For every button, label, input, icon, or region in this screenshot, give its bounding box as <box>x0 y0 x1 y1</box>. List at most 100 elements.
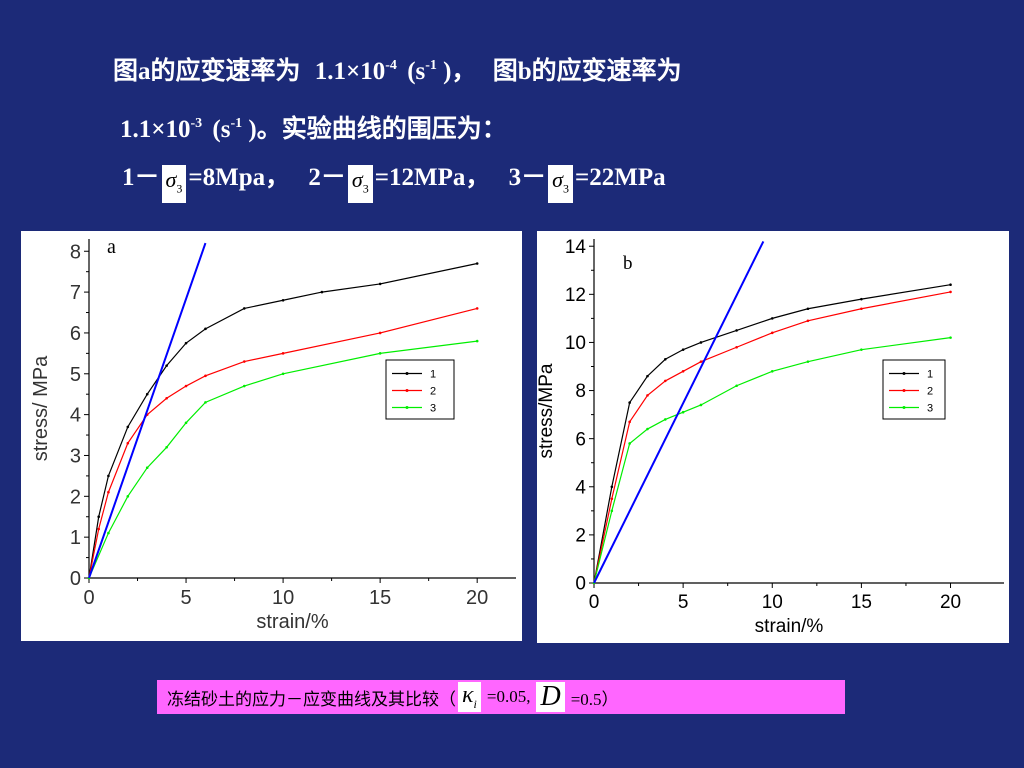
legend-entry: 1 <box>927 369 933 381</box>
data-point <box>145 466 149 470</box>
data-point <box>735 345 738 349</box>
panel-label: a <box>107 236 116 258</box>
data-point <box>126 441 130 445</box>
y-tick-label: 1 <box>70 527 81 549</box>
chart-panel-b: 0 5 10 15 20 0 2 4 6 8 10 12 14 strain/% stress/MPa b 1 2… <box>537 231 1009 643</box>
data-point <box>949 283 952 287</box>
data-point <box>165 446 168 449</box>
x-tick-label: 20 <box>940 592 961 613</box>
data-point <box>735 329 738 332</box>
data-point <box>204 327 207 331</box>
data-point <box>165 364 168 367</box>
rate-a-unit: (s-1 )， <box>407 58 477 85</box>
data-point <box>107 474 110 478</box>
data-point <box>184 421 188 425</box>
data-point <box>281 298 285 302</box>
legend-marker <box>902 389 906 392</box>
sigma-3-symbol: σ3 <box>347 165 373 204</box>
y-tick-label: 2 <box>575 526 586 547</box>
data-point <box>242 307 246 310</box>
data-point <box>165 396 168 400</box>
data-point <box>646 374 649 378</box>
data-point <box>949 290 952 294</box>
legend-box <box>882 359 946 420</box>
legend-entry: 1 <box>430 369 436 381</box>
data-point <box>681 370 685 373</box>
x-axis-label: strain/% <box>256 611 328 633</box>
d-symbol: D <box>536 681 565 712</box>
y-tick-label: 8 <box>70 241 81 263</box>
series-line-2 <box>88 307 478 579</box>
data-point <box>664 418 667 421</box>
rate-a-label: 图a的应变速率为 <box>113 58 301 85</box>
y-tick-label: 4 <box>575 477 586 498</box>
x-tick-label: 10 <box>272 587 294 609</box>
x-tick-label: 15 <box>369 587 391 609</box>
chart-a-svg: 0 5 10 15 20 0 1 2 3 4 5 6 7 8 strain/% stress/ MPa a 1 2 3 <box>30 236 516 633</box>
legend-marker <box>902 406 906 409</box>
rate-b-unit: (s-1 )。实验曲线的围压为： <box>212 116 507 143</box>
legend-marker <box>405 372 409 375</box>
legend-marker <box>902 372 906 375</box>
y-tick-label: 5 <box>70 364 81 386</box>
data-point <box>378 331 382 335</box>
data-point <box>699 403 703 407</box>
data-point <box>860 348 863 351</box>
data-point <box>628 401 631 404</box>
data-point <box>646 427 649 431</box>
data-point <box>475 262 479 265</box>
data-point <box>107 490 110 494</box>
data-point <box>281 372 285 376</box>
kappa-value: =0.05, <box>486 687 531 706</box>
chart-b-svg: 0 5 10 15 2002468101214strain/%stress/MPab12… <box>537 237 1004 637</box>
caption-text: 冻结砂土的应力－应变曲线及其比较（ <box>167 689 456 710</box>
header-line-1: 图a的应变速率为 1.1×10-4 (s-1 )， 图b的应变速率为 <box>113 58 682 85</box>
data-point <box>806 319 810 323</box>
legend-entry: 3 <box>430 403 436 415</box>
data-point <box>242 384 246 388</box>
pressure-1: 1－ σ3 =8Mpa， <box>122 164 296 204</box>
pressure-3: 3－ σ3 =22MPa <box>509 164 666 204</box>
data-point <box>770 331 774 335</box>
data-point <box>184 384 188 388</box>
data-point <box>378 352 382 355</box>
x-tick-label: 20 <box>466 587 488 609</box>
y-tick-label: 12 <box>565 285 586 306</box>
chart-panel-a: 0 5 10 15 20 0 1 2 3 4 5 6 7 8 strain/% stress/ MPa a 1 2 3 <box>21 231 522 641</box>
sigma-3-symbol: σ3 <box>548 165 573 204</box>
x-axis-label: strain/% <box>755 616 824 637</box>
data-point <box>770 370 774 373</box>
data-point <box>378 282 382 286</box>
data-point <box>184 341 188 345</box>
y-axis-label: stress/MPa <box>537 363 557 458</box>
legend-entry: 3 <box>927 403 933 415</box>
kappa-symbol: κi <box>458 682 481 712</box>
data-point <box>126 425 130 429</box>
series-line-1 <box>593 284 951 584</box>
reference-line <box>88 242 207 579</box>
data-point <box>242 360 246 363</box>
data-point <box>770 317 774 320</box>
y-tick-label: 7 <box>70 282 81 304</box>
y-tick-label: 0 <box>575 574 586 595</box>
data-point <box>97 527 101 531</box>
series-line-1 <box>88 262 478 579</box>
legend: 1 2 3 <box>385 359 455 420</box>
x-tick-label: 15 <box>851 592 872 613</box>
data-point <box>610 497 614 501</box>
data-point <box>610 485 614 489</box>
rate-b-label: 图b的应变速率为 <box>492 58 682 85</box>
x-tick-label: 10 <box>762 592 783 613</box>
panel-label: b <box>623 253 633 274</box>
x-tick-label: 0 <box>83 587 94 609</box>
data-point <box>699 360 703 363</box>
series-line-2 <box>593 291 951 584</box>
data-point <box>475 339 479 343</box>
data-point <box>97 515 101 519</box>
data-point <box>860 307 863 311</box>
pressure-2: 2－ σ3 =12MPa， <box>308 164 496 204</box>
y-tick-label: 6 <box>575 429 586 450</box>
y-tick-label: 4 <box>70 405 81 427</box>
data-point <box>204 374 207 378</box>
data-point <box>806 360 810 363</box>
